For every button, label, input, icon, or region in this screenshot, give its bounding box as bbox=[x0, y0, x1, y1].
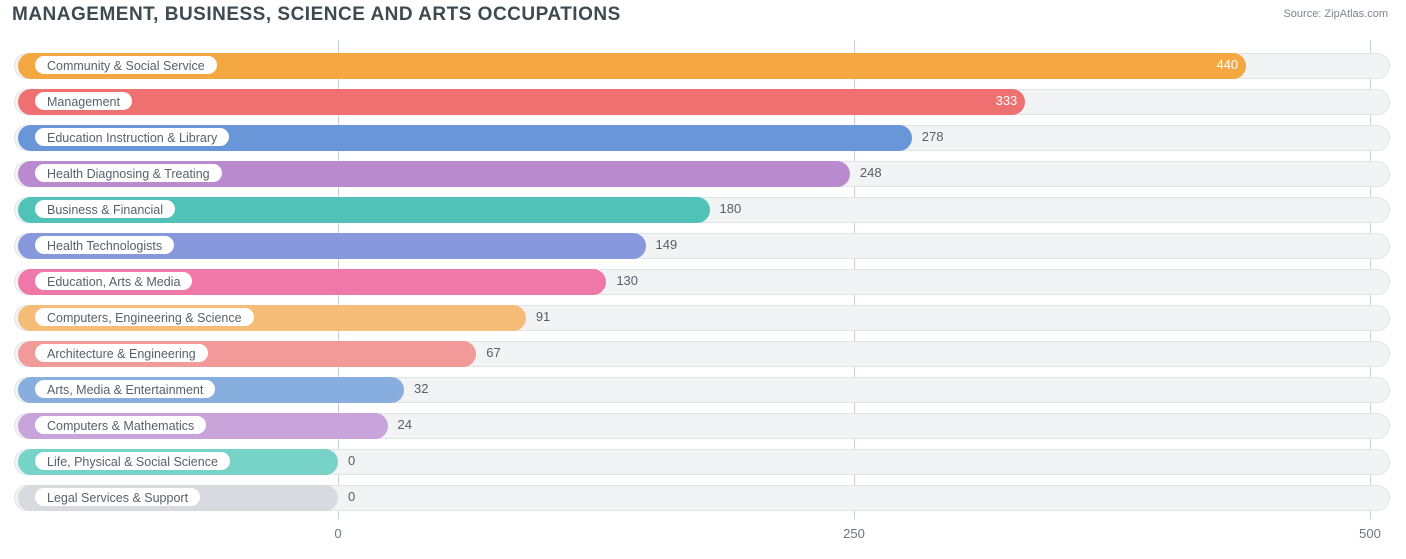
value-label: 333 bbox=[996, 91, 1018, 111]
value-label: 91 bbox=[536, 307, 550, 327]
category-label: Business & Financial bbox=[34, 199, 176, 219]
source-name: ZipAtlas.com bbox=[1324, 8, 1388, 20]
bar-row: Arts, Media & Entertainment 32 bbox=[14, 374, 1390, 406]
chart-source: Source: ZipAtlas.com bbox=[1283, 8, 1388, 20]
value-label: 130 bbox=[616, 271, 638, 291]
chart-area: 0 250 500 Community & Social Service 440 Mana… bbox=[14, 40, 1390, 541]
bar-row: Education, Arts & Media 130 bbox=[14, 266, 1390, 298]
source-prefix: Source: bbox=[1283, 8, 1324, 20]
category-label: Life, Physical & Social Science bbox=[34, 451, 231, 471]
bar-row: Computers, Engineering & Science 91 bbox=[14, 302, 1390, 334]
category-label: Health Diagnosing & Treating bbox=[34, 163, 223, 183]
value-label: 149 bbox=[656, 235, 678, 255]
category-label: Management bbox=[34, 91, 133, 111]
x-axis-tick-label: 250 bbox=[843, 526, 865, 541]
category-label: Architecture & Engineering bbox=[34, 343, 209, 363]
bar-row: Business & Financial 180 bbox=[14, 194, 1390, 226]
value-label: 32 bbox=[414, 379, 428, 399]
category-label: Computers, Engineering & Science bbox=[34, 307, 255, 327]
value-label: 0 bbox=[348, 451, 355, 471]
category-label: Legal Services & Support bbox=[34, 487, 201, 507]
bar-row: Health Diagnosing & Treating 248 bbox=[14, 158, 1390, 190]
category-label: Education, Arts & Media bbox=[34, 271, 193, 291]
bar-fill bbox=[18, 89, 1025, 115]
value-label: 440 bbox=[1216, 55, 1238, 75]
value-label: 248 bbox=[860, 163, 882, 183]
value-label: 0 bbox=[348, 487, 355, 507]
bar-row: Education Instruction & Library 278 bbox=[14, 122, 1390, 154]
category-label: Education Instruction & Library bbox=[34, 127, 230, 147]
category-label: Health Technologists bbox=[34, 235, 175, 255]
value-label: 67 bbox=[486, 343, 500, 363]
x-axis-tick-label: 0 bbox=[334, 526, 341, 541]
bar-row: Community & Social Service 440 bbox=[14, 50, 1390, 82]
value-label: 278 bbox=[922, 127, 944, 147]
bar-row: Life, Physical & Social Science 0 bbox=[14, 446, 1390, 478]
value-label: 180 bbox=[720, 199, 742, 219]
bar-row: Computers & Mathematics 24 bbox=[14, 410, 1390, 442]
bar-row: Management 333 bbox=[14, 86, 1390, 118]
x-axis-tick-label: 500 bbox=[1359, 526, 1381, 541]
bar-row: Architecture & Engineering 67 bbox=[14, 338, 1390, 370]
category-label: Community & Social Service bbox=[34, 55, 218, 75]
category-label: Computers & Mathematics bbox=[34, 415, 207, 435]
chart-title: MANAGEMENT, BUSINESS, SCIENCE AND ARTS O… bbox=[12, 4, 621, 26]
bar-row: Health Technologists 149 bbox=[14, 230, 1390, 262]
value-label: 24 bbox=[398, 415, 412, 435]
category-label: Arts, Media & Entertainment bbox=[34, 379, 216, 399]
bar-row: Legal Services & Support 0 bbox=[14, 482, 1390, 514]
